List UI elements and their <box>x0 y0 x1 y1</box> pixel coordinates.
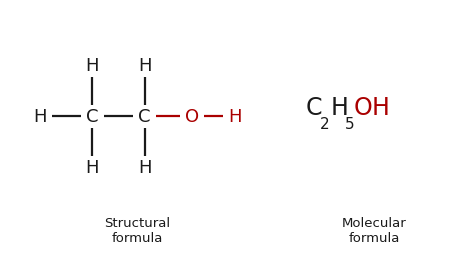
Text: O: O <box>185 108 199 126</box>
Text: C: C <box>86 108 99 126</box>
Text: O: O <box>354 96 373 120</box>
Text: Molecular
formula: Molecular formula <box>342 216 407 244</box>
Text: H: H <box>371 96 389 120</box>
Text: C: C <box>306 96 322 120</box>
Text: H: H <box>138 159 151 177</box>
Text: C: C <box>138 108 151 126</box>
Text: H: H <box>138 57 151 75</box>
Text: H: H <box>34 108 47 126</box>
Text: H: H <box>330 96 348 120</box>
Text: H: H <box>86 57 99 75</box>
Text: Structural
formula: Structural formula <box>104 216 171 244</box>
Text: H: H <box>228 108 241 126</box>
Text: H: H <box>86 159 99 177</box>
Text: 2: 2 <box>320 117 329 132</box>
Text: 5: 5 <box>345 117 354 132</box>
